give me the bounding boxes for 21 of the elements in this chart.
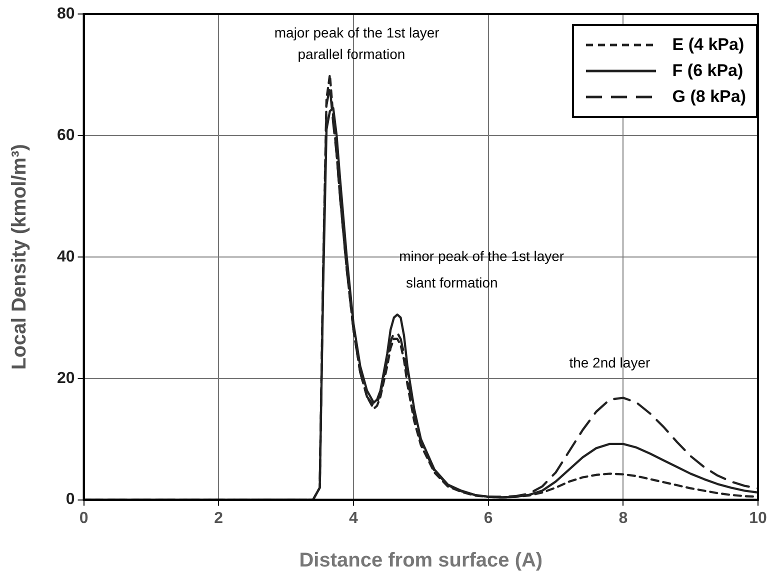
x-axis-title: Distance from surface (A) [299, 550, 543, 572]
annotation: slant formation [406, 274, 498, 290]
y-tick-label: 80 [57, 5, 75, 22]
legend-label: F (6 kPa) [672, 61, 744, 81]
annotation: parallel formation [298, 46, 406, 62]
annotation: the 2nd layer [569, 354, 650, 371]
x-tick-label: 0 [79, 510, 88, 527]
annotation: major peak of the 1st layer [274, 24, 440, 40]
x-tick-label: 6 [484, 510, 493, 527]
x-tick-label: 2 [214, 510, 224, 527]
annotation: minor peak of the 1st layer [399, 248, 564, 264]
y-tick-label: 40 [57, 248, 75, 266]
y-axis-title: Local Density (kmol/m³) [8, 144, 31, 370]
x-tick-label: 8 [618, 510, 628, 527]
x-tick-label: 4 [349, 510, 358, 527]
y-tick-label: 0 [66, 491, 75, 508]
y-tick-label: 20 [57, 370, 75, 387]
legend-label: G (8 kPa) [672, 87, 746, 107]
y-tick-label: 60 [57, 126, 75, 144]
legend-label: E (4 kPa) [672, 35, 744, 55]
x-tick-label: 10 [749, 510, 767, 527]
